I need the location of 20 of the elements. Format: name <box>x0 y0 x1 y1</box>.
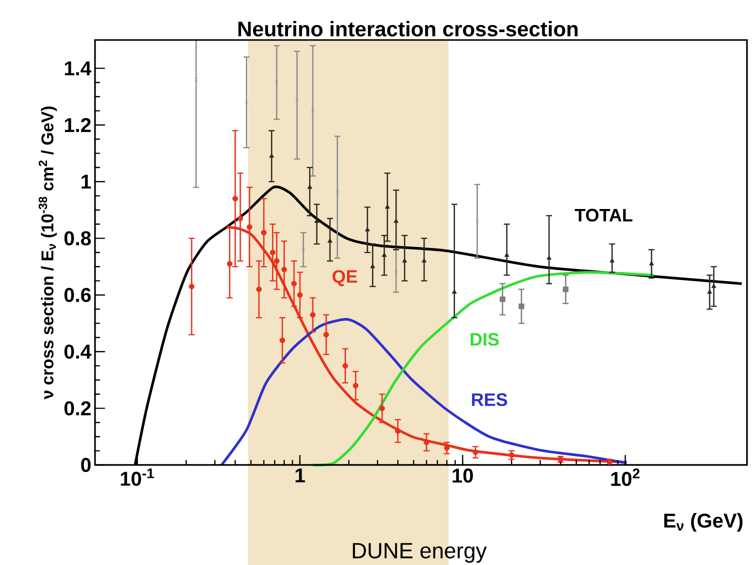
y-axis-title: ν cross section / E$_{ν}$ (10$^{-38}$ cm$^{2}$ / GeV) <box>38 106 57 400</box>
x-tick-label: 1 <box>296 468 305 482</box>
x-tick-label: 10 <box>452 468 473 483</box>
x-tick-label: 10$^{-1}$ <box>120 468 154 486</box>
y-tick-label: 0.2 <box>64 401 91 416</box>
x-axis-title: E$_{ν}$ (GeV) <box>664 513 742 532</box>
text: QE <box>332 270 358 286</box>
y-tick-label: 0.8 <box>64 231 91 246</box>
band-label: DUNE energy <box>352 543 487 563</box>
y-tick-label: 1 <box>82 174 91 189</box>
series-label: RES <box>472 393 508 406</box>
y-tick-label: 1.4 <box>64 61 92 76</box>
x-tick-label: 10$^{2}$ <box>611 468 640 486</box>
y-tick-label: 0.4 <box>64 344 92 359</box>
series-label: DIS <box>470 332 499 346</box>
y-tick-label: 0 <box>81 458 91 472</box>
chart-title: Neutrino interaction cross-section <box>238 21 578 36</box>
y-tick-label: 1.2 <box>64 118 91 132</box>
y-tick-label: 0.6 <box>64 288 91 302</box>
text: TOTAL <box>574 208 632 222</box>
